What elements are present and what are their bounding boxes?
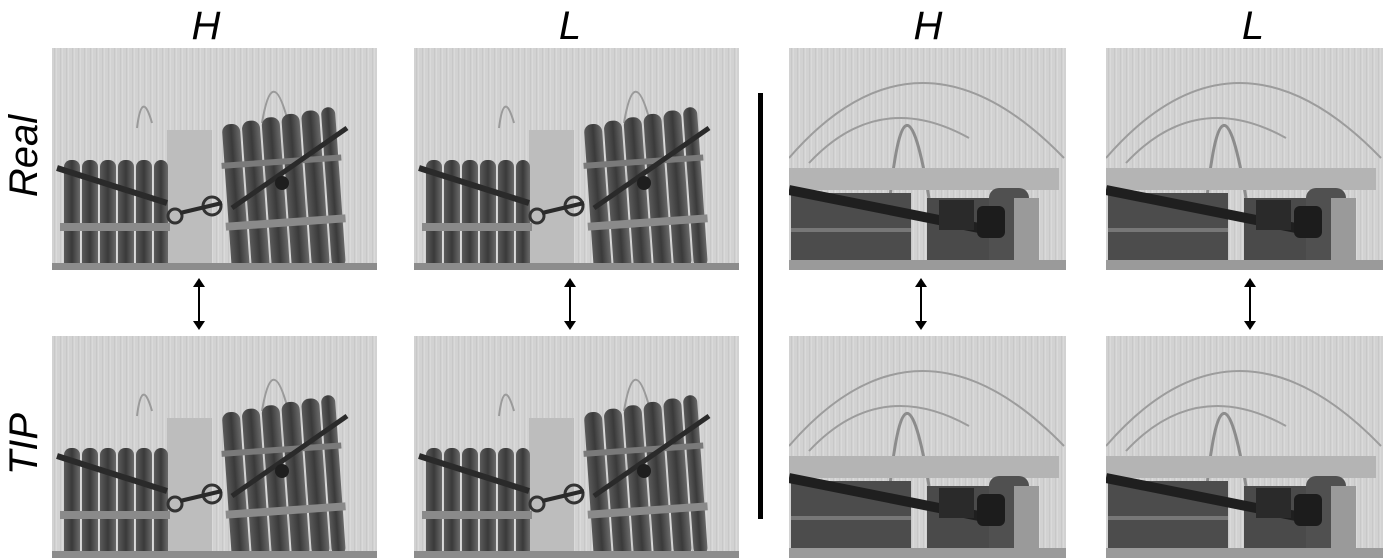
xray-image	[414, 336, 739, 558]
xray-panel-real-l-wrench	[1106, 48, 1383, 270]
double-arrow-vertical-icon	[1244, 278, 1256, 330]
column-title-l-right: L	[1241, 4, 1265, 48]
xray-panel-real-l-bottles	[414, 48, 739, 270]
xray-panel-tip-l-bottles	[414, 336, 739, 558]
xray-panel-tip-l-wrench	[1106, 336, 1383, 558]
xray-image	[789, 48, 1066, 270]
xray-image	[52, 336, 377, 558]
double-arrow-vertical-icon	[193, 278, 205, 330]
xray-image	[414, 48, 739, 270]
xray-panel-tip-h-bottles	[52, 336, 377, 558]
column-title-l-left: L	[558, 4, 582, 48]
section-divider	[758, 93, 763, 519]
xray-image	[1106, 336, 1383, 558]
xray-image	[1106, 48, 1383, 270]
double-arrow-vertical-icon	[564, 278, 576, 330]
double-arrow-vertical-icon	[915, 278, 927, 330]
row-label-real: Real	[2, 114, 46, 198]
xray-image	[52, 48, 377, 270]
column-title-h-right: H	[913, 4, 943, 48]
column-title-h-left: H	[191, 4, 221, 48]
xray-panel-tip-h-wrench	[789, 336, 1066, 558]
row-label-tip: TIP	[2, 412, 46, 476]
xray-image	[789, 336, 1066, 558]
xray-panel-real-h-bottles	[52, 48, 377, 270]
xray-panel-real-h-wrench	[789, 48, 1066, 270]
